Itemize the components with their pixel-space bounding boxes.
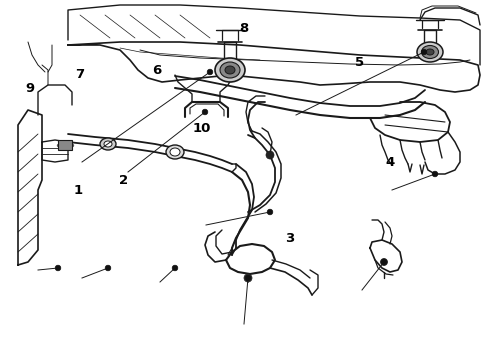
Circle shape — [55, 265, 61, 271]
Ellipse shape — [215, 58, 245, 82]
Ellipse shape — [426, 49, 434, 55]
Circle shape — [244, 274, 252, 282]
Ellipse shape — [104, 141, 112, 147]
Text: 10: 10 — [193, 122, 211, 135]
Circle shape — [421, 49, 427, 55]
Bar — [58, 140, 72, 150]
Text: 8: 8 — [240, 22, 248, 35]
Ellipse shape — [100, 138, 116, 150]
Text: 5: 5 — [355, 55, 365, 68]
Ellipse shape — [417, 42, 443, 62]
Circle shape — [432, 171, 438, 177]
Text: 9: 9 — [25, 81, 35, 94]
Circle shape — [202, 109, 208, 115]
Text: 6: 6 — [152, 63, 162, 77]
Circle shape — [105, 265, 111, 271]
Circle shape — [267, 209, 273, 215]
Circle shape — [207, 69, 213, 75]
Text: 4: 4 — [385, 156, 394, 168]
Circle shape — [172, 265, 178, 271]
Text: 2: 2 — [120, 174, 128, 186]
Ellipse shape — [421, 45, 439, 58]
Circle shape — [245, 275, 251, 281]
Text: 7: 7 — [75, 68, 85, 81]
Ellipse shape — [166, 145, 184, 159]
Text: 3: 3 — [285, 231, 294, 244]
Circle shape — [381, 258, 388, 266]
Ellipse shape — [170, 148, 180, 156]
Ellipse shape — [225, 66, 235, 74]
Circle shape — [381, 259, 387, 265]
Text: 1: 1 — [74, 184, 82, 197]
Circle shape — [266, 151, 274, 159]
Ellipse shape — [220, 62, 240, 78]
